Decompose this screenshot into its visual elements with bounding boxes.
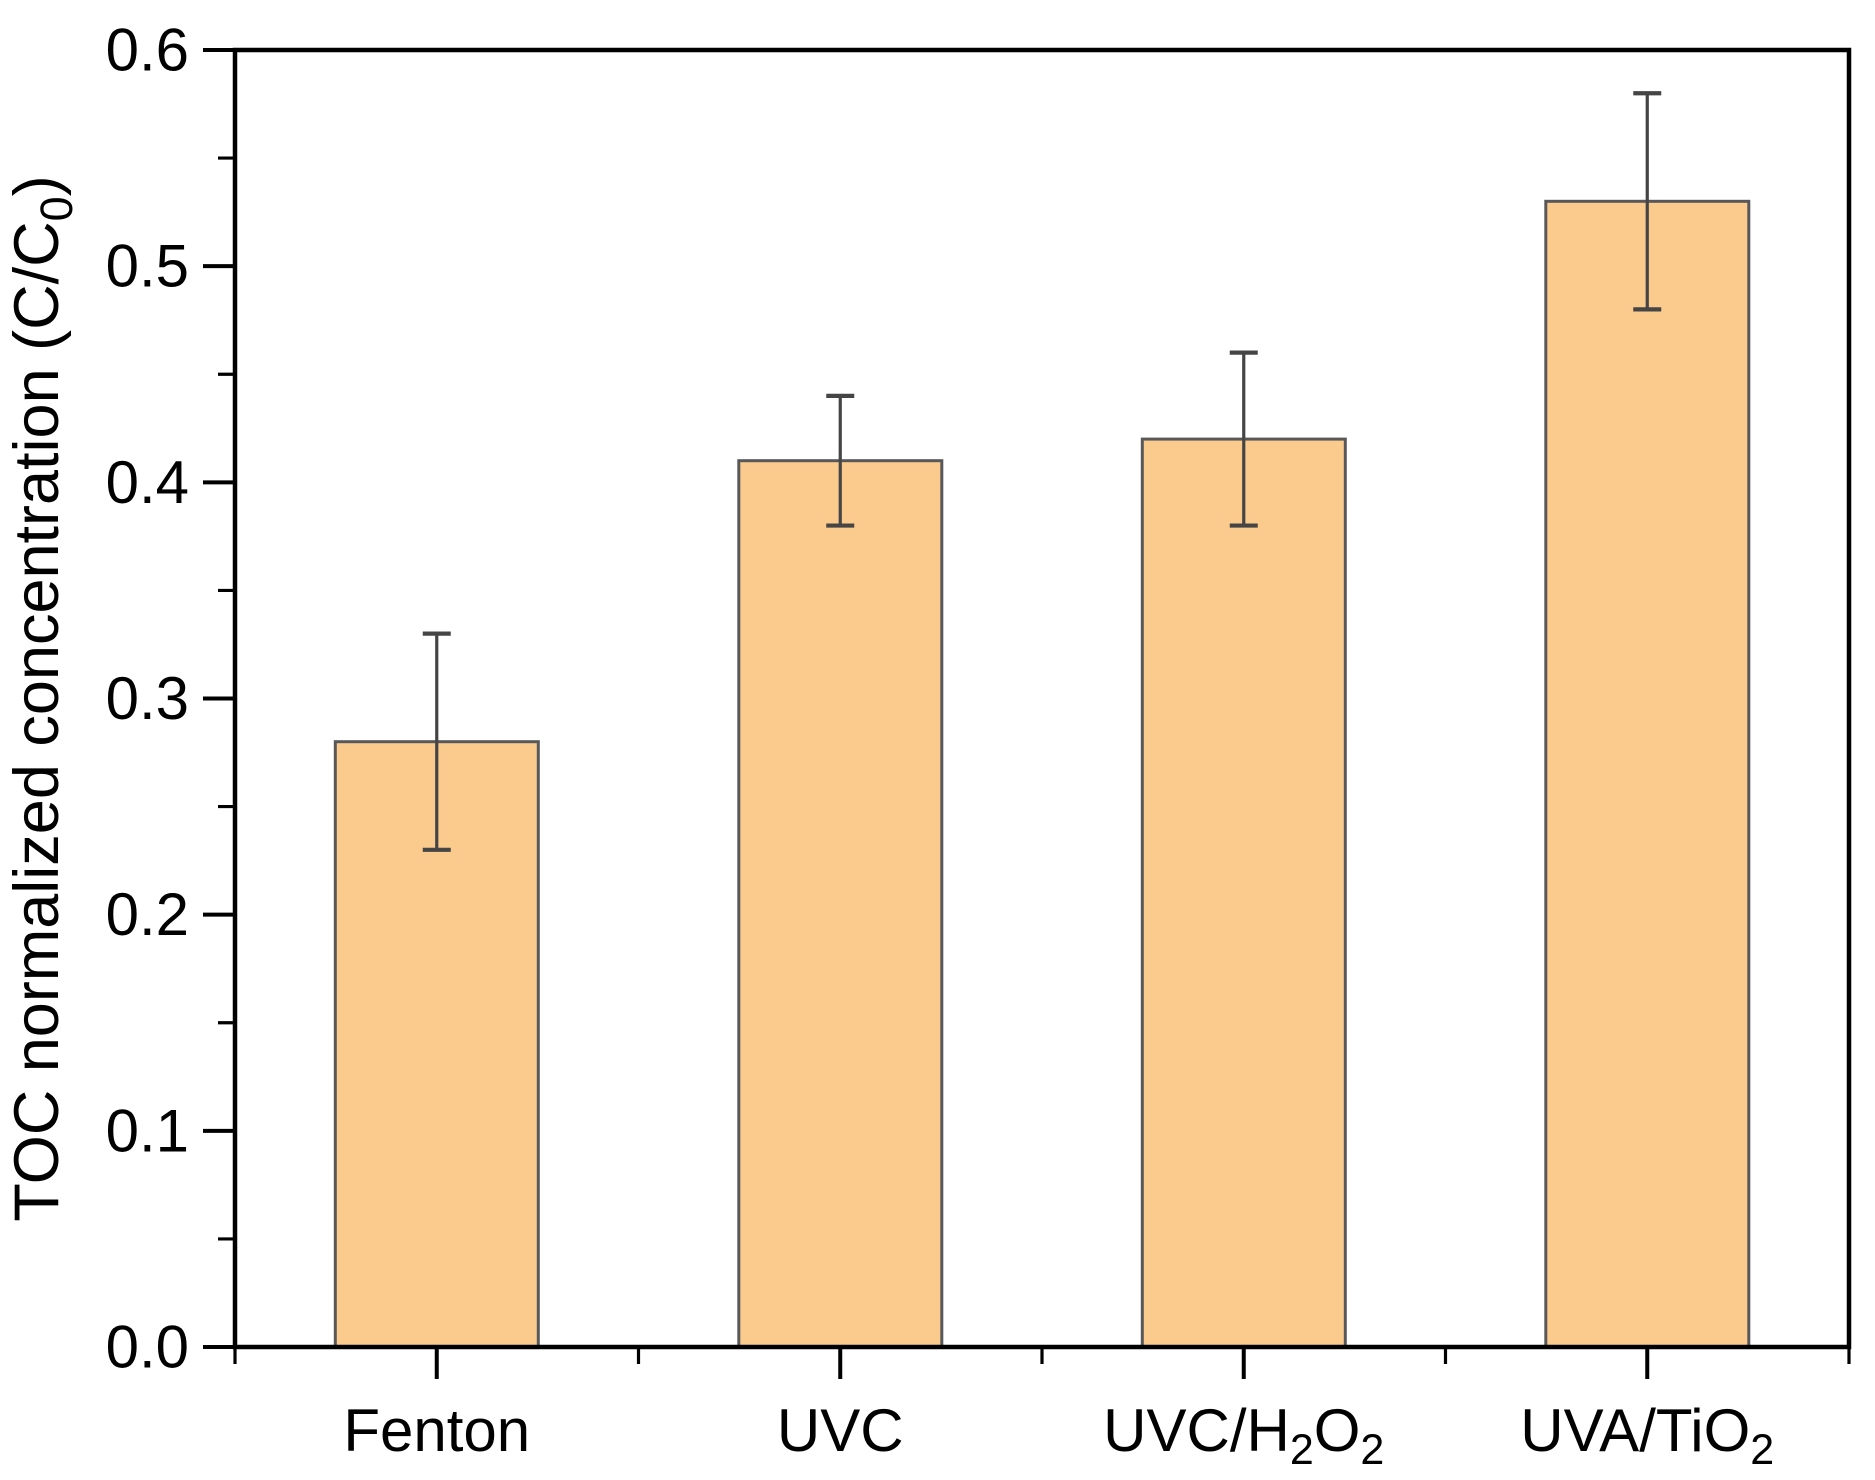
x-category-label-uvc-h2o2: UVC/H2O2 <box>1103 1397 1384 1474</box>
x-category-label-uva-tio2: UVA/TiO2 <box>1520 1397 1774 1474</box>
y-tick-label: 0.4 <box>106 449 189 516</box>
bar-uvc-h2o2 <box>1140 437 1347 1349</box>
y-tick-label: 0.1 <box>106 1097 189 1164</box>
bar-uvc <box>737 459 944 1349</box>
x-category-label-uvc: UVC <box>777 1397 904 1464</box>
y-tick-label: 0.5 <box>106 233 189 300</box>
y-axis-title: TOC normalized concentration (C/C0) <box>2 175 82 1221</box>
y-tick-label: 0.6 <box>106 17 189 84</box>
y-tick-label: 0.2 <box>106 881 189 948</box>
bar-uva-tio2 <box>1544 199 1751 1349</box>
y-tick-label: 0.3 <box>106 665 189 732</box>
x-category-label-fenton: Fenton <box>343 1397 530 1464</box>
y-tick-label: 0.0 <box>106 1314 189 1381</box>
